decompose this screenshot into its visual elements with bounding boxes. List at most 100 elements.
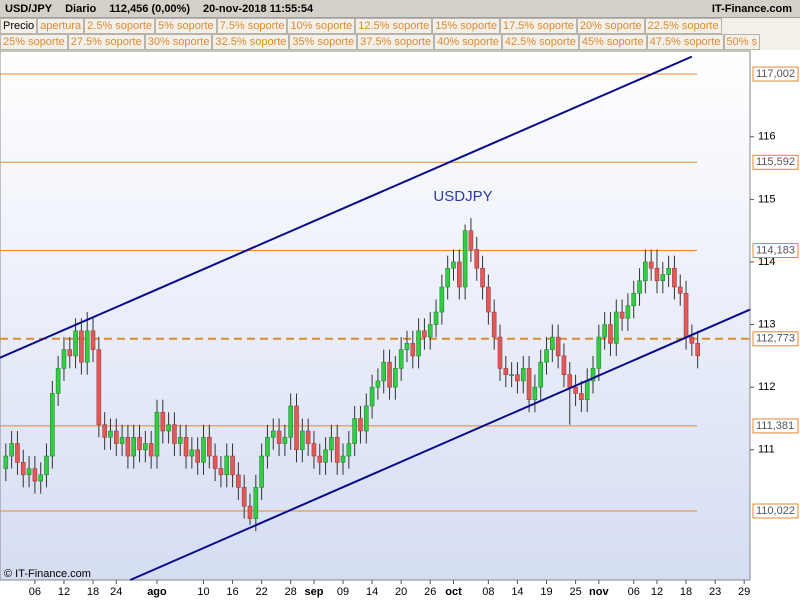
candle-body (422, 330, 427, 338)
y-tick-label: 114 (758, 256, 776, 268)
level-label-box (752, 503, 799, 519)
candle-body (38, 474, 43, 482)
candle-body (637, 280, 642, 294)
candle-body (265, 436, 270, 457)
candle-body (154, 411, 160, 457)
candle-body (590, 368, 596, 382)
candle-body (26, 468, 32, 476)
candle-body (73, 330, 78, 357)
candle-body (207, 436, 212, 457)
candle-body (300, 430, 305, 451)
level-label-box (752, 154, 799, 170)
candle-body (457, 261, 462, 288)
candle-body (259, 455, 264, 488)
candle-body (544, 349, 549, 363)
candle-body (550, 336, 555, 350)
x-tick-label: 26 (424, 586, 436, 598)
candle-body (660, 274, 666, 282)
candle-body (44, 455, 49, 476)
x-tick-label: 14 (511, 586, 523, 598)
x-tick-label: 12 (58, 586, 70, 598)
level-label: 117,002 (756, 68, 795, 80)
candle-body (486, 286, 491, 313)
x-tick-label: 06 (628, 586, 640, 598)
legend-item: 30% soporte (144, 34, 213, 50)
candle-body (3, 455, 9, 469)
candle-body (567, 374, 573, 388)
candle-body (224, 455, 230, 476)
legend-row: 25% soporte 27.5% soporte 30% soporte 32.5%… (0, 34, 800, 50)
level-label-box (752, 243, 799, 259)
legend-item: Precio (0, 18, 38, 34)
candle-body (602, 324, 607, 338)
candle-body (596, 336, 602, 369)
candle-body (340, 455, 346, 463)
x-tick-label: 23 (709, 586, 721, 598)
header-bar: USD/JPY Diario 112,456 (0,00%) 20-nov-20… (0, 0, 800, 18)
candle-body (462, 230, 468, 288)
candle-body (410, 343, 416, 357)
level-label-box (752, 331, 799, 347)
candle-body (212, 455, 218, 469)
x-tick-label: 24 (110, 586, 122, 598)
candle-body (439, 286, 445, 313)
plot-area (0, 50, 751, 581)
x-tick-label: 10 (197, 586, 209, 598)
candle-body (236, 474, 241, 488)
candle-body (189, 449, 195, 457)
candle-body (695, 343, 700, 357)
candle-body (241, 487, 247, 507)
candle-body (654, 267, 660, 282)
y-tick-label: 111 (758, 444, 775, 456)
candle-body (329, 436, 334, 451)
candle-body (334, 436, 340, 463)
candle-body (160, 411, 166, 432)
candle-body (643, 261, 648, 282)
candle-body (509, 374, 514, 376)
candle-body (416, 330, 421, 357)
candle-body (148, 443, 154, 457)
candle-body (526, 368, 532, 401)
candle-body (619, 311, 625, 319)
legend-item: 12.5% soporte (355, 18, 433, 34)
level-label-box (752, 418, 799, 434)
candle-body (683, 292, 689, 338)
candle-body (125, 436, 131, 457)
candle-body (520, 368, 526, 382)
candle-body (218, 468, 224, 476)
candle-body (625, 305, 631, 319)
x-tick-label: 28 (285, 586, 297, 598)
x-tick-label: 06 (29, 586, 41, 598)
candle-body (369, 386, 375, 407)
candle-body (113, 430, 119, 444)
candle-body (317, 455, 323, 463)
x-tick-label: 22 (256, 586, 268, 598)
legend-item: 22.5% soporte (644, 18, 722, 34)
candle-body (201, 436, 206, 463)
legend-item: 2.5% soporte (84, 18, 155, 34)
candle-body (15, 443, 20, 463)
legend-item: 47.5% soporte (646, 34, 724, 50)
candle-body (491, 311, 497, 338)
candle-body (247, 505, 253, 519)
candle-body (358, 418, 363, 432)
level-label: 112,773 (756, 333, 795, 345)
x-tick-label: 18 (87, 586, 99, 598)
candle-body (497, 336, 503, 369)
legend-item: 45% soporte (578, 34, 647, 50)
candle-body (323, 449, 328, 463)
candle-body (108, 430, 113, 438)
candle-body (573, 386, 578, 394)
candle-body (433, 311, 439, 325)
candle-body (177, 436, 183, 444)
candle-body (346, 443, 352, 457)
candle-body (79, 330, 84, 363)
brand: IT-Finance.com (711, 2, 792, 15)
legend-item: 17.5% soporte (499, 18, 577, 34)
candle-body (137, 436, 142, 451)
candle-body (183, 436, 189, 457)
x-tick-label: 12 (651, 586, 663, 598)
y-tick-label: 112 (758, 381, 776, 393)
